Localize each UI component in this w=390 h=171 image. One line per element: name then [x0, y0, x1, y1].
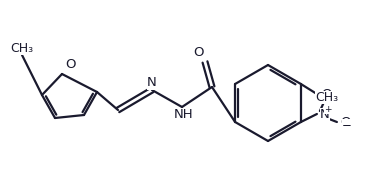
Text: O: O [194, 47, 204, 60]
Text: CH₃: CH₃ [316, 91, 339, 104]
Text: CH₃: CH₃ [11, 42, 34, 55]
Text: NH: NH [174, 109, 194, 122]
Text: O: O [65, 58, 75, 71]
Text: +: + [324, 104, 332, 114]
Text: −: − [342, 119, 352, 131]
Text: N: N [320, 108, 330, 121]
Text: N: N [147, 76, 157, 89]
Text: O: O [322, 89, 332, 102]
Text: O: O [340, 115, 350, 128]
